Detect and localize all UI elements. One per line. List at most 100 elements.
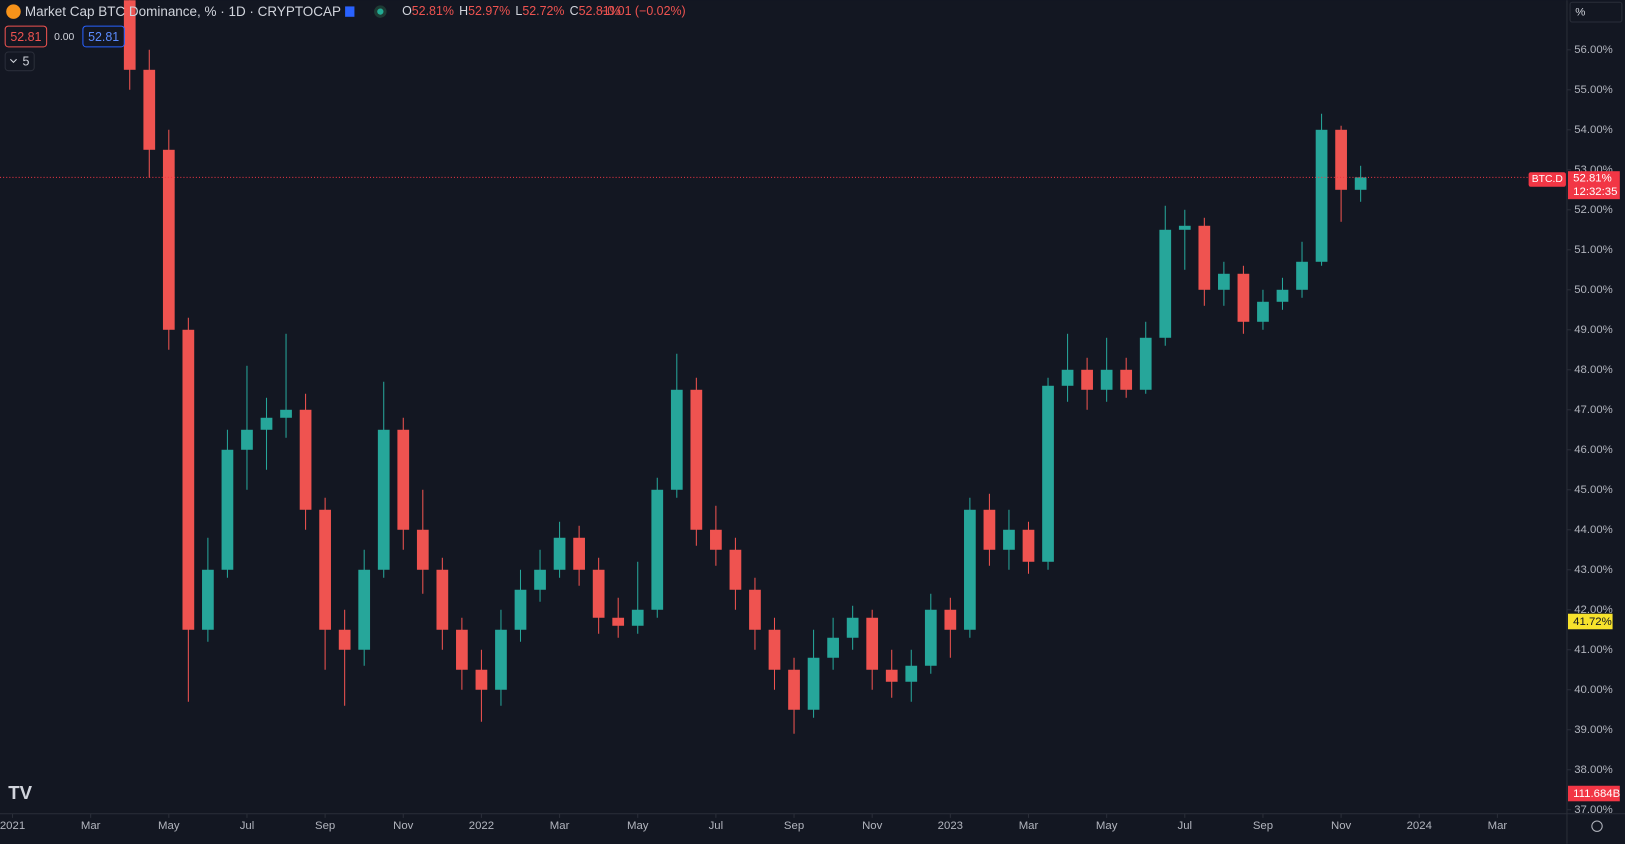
x-axis: 2021 Mar May Jul Sep Nov 2022 Mar May Jul Sep Nov 20… [0,813,1508,832]
y-tick-label: 53.00% [1574,164,1613,176]
candle-body [807,657,820,710]
input-box[interactable] [82,25,125,48]
candle-body [260,417,273,430]
flag-icon[interactable] [345,6,355,17]
y-tick-label: 51.00% [1574,244,1613,256]
candle-body [241,429,253,450]
volume-tag [1568,785,1620,802]
candle-body [475,669,488,690]
candle-body [885,669,898,682]
countdown: 12:32:35 [1573,186,1617,198]
y-axis: 37.00% 38.00% 39.00% 40.00% 41.00% 42.00% 43.0… [1566,44,1613,816]
ohlc-value: 52.97% [468,4,510,18]
y-tick-label: 56.00% [1574,44,1613,56]
ohlc-legend: O 52.81% H 52.97% L 52.72% C 52.81% [402,4,621,18]
plot-area [0,0,1567,734]
y-tick-label: 48.00% [1574,364,1613,376]
candle-body [416,529,429,570]
x-tick-label: May [158,820,180,832]
settings-icon[interactable] [1591,820,1603,832]
input-value: 52.81 [10,30,41,44]
coin-icon [6,4,21,19]
candle-body [749,589,761,630]
last-price-label: 52.81% [1573,172,1612,184]
x-tick-label: Mar [550,820,570,832]
x-tick-label: Mar [1019,820,1039,832]
ohlc-value: 52.81% [579,4,621,18]
candle-body [358,569,371,650]
y-tick-label: 43.00% [1574,564,1613,576]
candle-body [1081,369,1093,390]
y-tick-label: 41.00% [1574,644,1613,656]
input-box[interactable] [4,25,48,48]
candle-body [436,569,449,630]
x-tick-label: May [1096,820,1118,832]
ohlc-key: L [515,4,522,18]
candle-body [221,449,234,570]
y-tick-label: 40.00% [1574,684,1613,696]
y-tick-label: 52.00% [1574,204,1613,216]
ohlc-key: C [570,4,579,18]
candle-body [592,569,605,618]
candle-body [1276,289,1289,302]
y-tick-label: 49.00% [1574,324,1613,336]
candle-body [710,529,722,550]
crosshair-tag [1568,613,1613,630]
chevron-icon [9,58,17,64]
symbol-tag [1528,172,1566,187]
candle-body [1315,129,1328,262]
x-tick-label: Nov [862,820,883,832]
indicators-toggle[interactable] [4,51,35,72]
x-tick-label: Mar [1488,820,1508,832]
status-dot-inner [377,8,384,15]
candle-body [768,629,781,670]
candle-body [1022,529,1035,562]
candle-body [924,609,937,666]
candle-body [631,609,644,626]
candle-body [1120,369,1133,390]
candle-body [1159,229,1172,338]
y-tick-label: 38.00% [1574,764,1613,776]
candle-body [1354,177,1367,190]
candle-body [866,617,879,670]
candle-body [495,629,507,690]
candle-body [670,389,683,490]
input-value: 0.00 [54,32,74,43]
candle-body [1257,301,1269,322]
input-value: 52.81 [88,30,119,44]
candle-body [456,629,468,670]
ohlc-value: 52.72% [522,4,564,18]
x-tick-label: Jul [240,820,255,832]
x-tick-label: 2024 [1407,820,1432,832]
indicator-count: 5 [22,55,29,69]
x-tick-label: Sep [784,820,804,832]
candle-body [514,589,527,630]
candle-body [377,429,390,570]
y-tick-label: 45.00% [1574,484,1613,496]
volume-label: 111.684B [1573,788,1620,800]
candle-body [202,569,214,630]
candle-body [143,69,156,150]
y-tick-label: 44.00% [1574,524,1613,536]
ohlc-key: H [459,4,468,18]
candle-body [905,665,918,682]
candle-body [397,429,410,530]
unit-box[interactable] [1569,1,1623,23]
y-tick-label: 39.00% [1574,724,1613,736]
symbol-title[interactable]: Market Cap BTC Dominance, % · 1D · CRYPT… [25,4,341,19]
x-tick-label: Jul [1178,820,1193,832]
candle-body [553,537,566,570]
candle-body [162,149,175,330]
y-tick-label: 55.00% [1574,84,1613,96]
candle-body [1139,337,1152,390]
candle-body [1100,369,1113,390]
last-price-tag [1568,171,1620,200]
candle-body [338,629,351,650]
y-tick-label: 42.00% [1574,604,1613,616]
x-tick-label: Sep [1253,820,1273,832]
candle-body [964,509,976,630]
candle-body [788,669,800,710]
candle-body [612,617,625,626]
symbol-tag-label: BTC.D [1532,174,1563,185]
